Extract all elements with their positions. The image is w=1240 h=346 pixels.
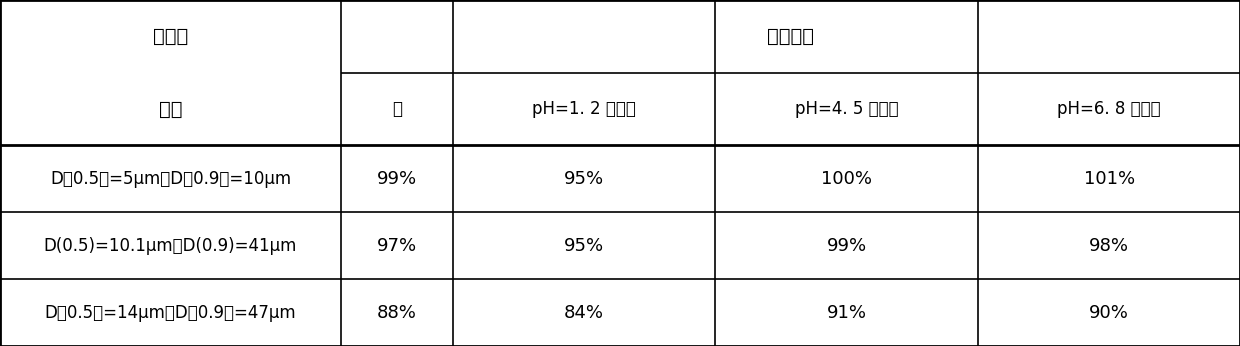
Text: 100%: 100% — [821, 170, 873, 188]
Text: 101%: 101% — [1084, 170, 1135, 188]
Text: pH=6. 8 缓冲液: pH=6. 8 缓冲液 — [1058, 100, 1161, 118]
Text: pH=1. 2 缓冲液: pH=1. 2 缓冲液 — [532, 100, 636, 118]
Text: 溶出介质: 溶出介质 — [768, 27, 813, 46]
Text: 98%: 98% — [1089, 237, 1130, 255]
Text: 95%: 95% — [564, 237, 604, 255]
Text: 99%: 99% — [827, 237, 867, 255]
Text: 95%: 95% — [564, 170, 604, 188]
Text: 粒度: 粒度 — [159, 100, 182, 119]
Text: D(0.5)=10.1μm，D(0.9)=41μm: D(0.5)=10.1μm，D(0.9)=41μm — [43, 237, 298, 255]
Text: pH=4. 5 缓冲液: pH=4. 5 缓冲液 — [795, 100, 899, 118]
Text: 91%: 91% — [827, 303, 867, 321]
Text: 原料药: 原料药 — [153, 27, 188, 46]
Text: 97%: 97% — [377, 237, 417, 255]
Text: 90%: 90% — [1089, 303, 1130, 321]
Text: 99%: 99% — [377, 170, 417, 188]
Text: D（0.5）=14μm，D（0.9）=47μm: D（0.5）=14μm，D（0.9）=47μm — [45, 303, 296, 321]
Text: 84%: 84% — [564, 303, 604, 321]
Text: D（0.5）=5μm，D（0.9）=10μm: D（0.5）=5μm，D（0.9）=10μm — [50, 170, 291, 188]
Text: 88%: 88% — [377, 303, 417, 321]
Text: 水: 水 — [392, 100, 402, 118]
